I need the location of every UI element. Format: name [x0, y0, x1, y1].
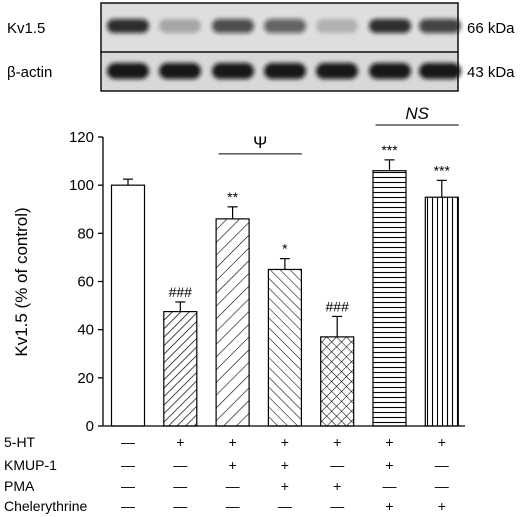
- blot-size-label-beta-actin: 43 kDa: [467, 64, 515, 81]
- treatment-name: Chelerythrine: [4, 498, 87, 514]
- treatment-sign: —: [435, 478, 449, 494]
- blot-band: [419, 19, 461, 33]
- treatment-sign: —: [226, 498, 240, 514]
- western-blot: Kv1.5 66 kDa β-actin 43 kDa: [7, 2, 515, 92]
- blot-bands-beta-actin: [107, 63, 461, 79]
- significance-brackets: Ψ NS: [218, 104, 459, 155]
- treatment-table: 5-HT — + + + + + + KMUP-1 — — + + — + — PMA — — — + + — — Cheler…: [4, 434, 449, 514]
- treatment-sign: —: [121, 434, 135, 450]
- treatment-sign: —: [278, 498, 292, 514]
- significance-label: ###: [326, 298, 350, 314]
- y-tick-label: 80: [77, 225, 94, 242]
- bar-fill: [110, 184, 146, 427]
- blot-protein-label-kv15: Kv1.5: [7, 20, 45, 37]
- blot-row-kv15: Kv1.5 66 kDa: [7, 2, 515, 54]
- y-tick-label: 60: [77, 274, 94, 291]
- bar-fill: [424, 196, 459, 427]
- treatment-name: PMA: [4, 478, 35, 494]
- treatment-sign: +: [438, 434, 446, 450]
- treatment-sign: —: [121, 498, 135, 514]
- bracket-label: Ψ: [253, 133, 267, 152]
- treatment-sign: —: [121, 457, 135, 473]
- treatment-name: KMUP-1: [4, 457, 57, 473]
- bar-fill: [267, 268, 302, 427]
- y-tick-label: 100: [69, 177, 94, 194]
- treatment-sign: —: [226, 478, 240, 494]
- treatment-sign: —: [173, 498, 187, 514]
- bars: ###***###******: [110, 142, 459, 427]
- treatment-sign: —: [330, 498, 344, 514]
- treatment-sign: —: [121, 478, 135, 494]
- treatment-sign: +: [281, 434, 289, 450]
- blot-row-beta-actin: β-actin 43 kDa: [7, 51, 515, 92]
- blot-band: [264, 63, 306, 79]
- treatment-sign: —: [330, 457, 344, 473]
- blot-band: [107, 63, 149, 79]
- y-axis-label: Kv1.5 (% of control): [12, 207, 31, 356]
- y-tick-label: 40: [77, 322, 94, 339]
- significance-label: ###: [169, 284, 193, 300]
- bar-fill: [372, 170, 407, 427]
- y-tick-label: 120: [69, 129, 94, 146]
- blot-band: [369, 19, 411, 33]
- blot-band: [212, 63, 254, 79]
- bar-fill: [215, 218, 250, 427]
- treatment-name: 5-HT: [4, 434, 36, 450]
- significance-label: ***: [434, 162, 451, 178]
- y-axis-ticks: 0 20 40 60 80 100 120: [69, 129, 103, 435]
- treatment-sign: —: [383, 478, 397, 494]
- blot-band: [316, 63, 358, 79]
- bar-fill: [163, 311, 198, 427]
- y-tick-label: 0: [86, 418, 94, 435]
- treatment-sign: +: [438, 498, 446, 514]
- bar-chart: Kv1.5 (% of control) 0 20 40 60 80 100 120 ###…: [12, 104, 465, 435]
- blot-band: [264, 19, 306, 33]
- blot-protein-label-beta-actin: β-actin: [7, 64, 52, 81]
- treatment-sign: —: [435, 457, 449, 473]
- blot-band: [369, 63, 411, 79]
- significance-label: **: [227, 189, 238, 205]
- blot-band: [159, 19, 201, 33]
- blot-band: [316, 19, 358, 33]
- y-tick-label: 20: [77, 370, 94, 387]
- blot-band: [107, 19, 149, 33]
- significance-label: ***: [381, 142, 398, 158]
- treatment-sign: +: [333, 478, 341, 494]
- treatment-sign: +: [385, 434, 393, 450]
- significance-label: *: [282, 241, 288, 257]
- blot-bands-kv15: [107, 19, 461, 33]
- treatment-sign: +: [281, 457, 289, 473]
- bar-fill: [320, 336, 355, 427]
- treatment-sign: +: [229, 434, 237, 450]
- treatment-sign: —: [173, 457, 187, 473]
- treatment-sign: +: [385, 498, 393, 514]
- treatment-sign: +: [385, 457, 393, 473]
- treatment-sign: +: [281, 478, 289, 494]
- treatment-sign: +: [176, 434, 184, 450]
- treatment-sign: +: [229, 457, 237, 473]
- treatment-sign: +: [333, 434, 341, 450]
- treatment-sign: —: [173, 478, 187, 494]
- blot-band: [419, 63, 461, 79]
- blot-size-label-kv15: 66 kDa: [467, 20, 515, 37]
- blot-band: [159, 63, 201, 79]
- blot-band: [212, 19, 254, 33]
- bracket-label: NS: [405, 104, 429, 123]
